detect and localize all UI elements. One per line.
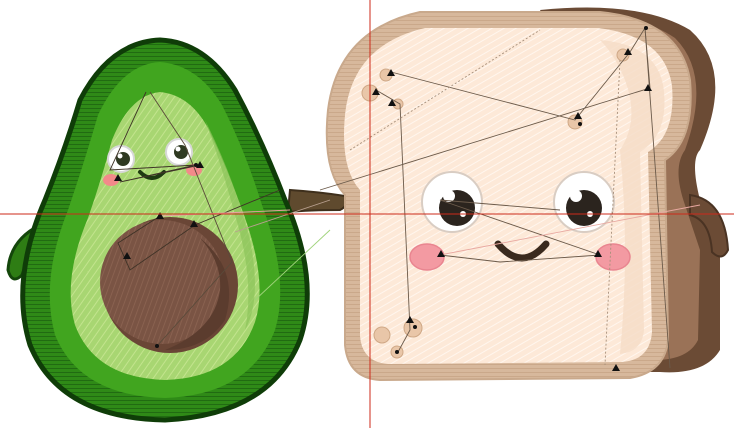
avocado-pit-rim	[165, 238, 230, 350]
avocado-stitch-markers	[114, 161, 204, 348]
avocado-mouth-icon	[138, 170, 166, 180]
toast-stitch-markers	[372, 26, 652, 371]
avocado-design[interactable]	[6, 37, 348, 423]
toast-bread	[344, 28, 673, 364]
avocado-face	[103, 138, 202, 186]
avocado-left-cheek-icon	[103, 174, 119, 186]
toast-right-arm	[689, 193, 730, 258]
toast-bread-shade	[600, 40, 665, 354]
avocado-stitch-paths	[109, 91, 331, 347]
toast-design[interactable]	[319, 7, 730, 382]
avocado-flesh-highlight	[205, 120, 255, 330]
toast-mouth-icon	[494, 240, 550, 262]
avocado-pit	[100, 220, 224, 344]
toast-face	[409, 171, 631, 271]
avocado-right-arm	[286, 188, 348, 214]
